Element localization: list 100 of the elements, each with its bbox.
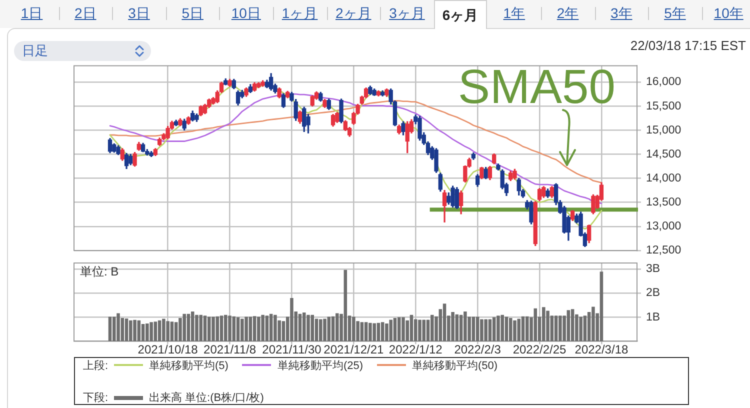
bar xyxy=(116,313,120,342)
dropdown: 日足 xyxy=(14,41,151,61)
bar xyxy=(372,323,376,342)
bar xyxy=(248,316,252,342)
bar xyxy=(534,308,538,342)
bar xyxy=(261,314,264,342)
x-tick-label: 2021/11/30 xyxy=(262,342,322,357)
bar xyxy=(112,316,116,342)
bar xyxy=(542,307,546,342)
text: 3ヶ月 xyxy=(389,5,425,21)
bar xyxy=(393,318,397,342)
bar xyxy=(430,314,434,342)
bar xyxy=(389,320,392,342)
y-tick-label: 3B xyxy=(646,263,660,276)
bar xyxy=(476,316,480,342)
x-tick-label: 2022/2/3 xyxy=(454,342,502,357)
bar xyxy=(150,322,153,342)
bar xyxy=(158,320,162,342)
bar xyxy=(166,321,170,342)
bar xyxy=(496,316,500,342)
legend-title: 下段: xyxy=(83,391,110,405)
legend-label: 出来高 単位:(B株/口/枚) xyxy=(149,390,264,405)
bar xyxy=(298,314,302,342)
bar xyxy=(174,322,178,342)
bar xyxy=(228,316,232,342)
bar xyxy=(600,272,604,342)
x-tick-label: 2022/3/18 xyxy=(574,342,628,357)
bar xyxy=(484,319,488,342)
bar xyxy=(133,320,136,342)
text: 5日 xyxy=(182,5,204,21)
bar xyxy=(310,314,314,342)
bar xyxy=(141,324,145,342)
y-tick-label: 15,500 xyxy=(646,100,682,112)
bar xyxy=(583,316,587,342)
bar xyxy=(376,322,380,342)
text: 1年 xyxy=(503,5,526,21)
bar xyxy=(331,316,335,342)
bar xyxy=(368,322,372,342)
x-tick-label: 2022/2/25 xyxy=(512,342,567,357)
bar xyxy=(186,314,190,342)
bar xyxy=(199,314,202,342)
bar xyxy=(464,312,467,342)
x-tick-label: 2021/10/18 xyxy=(138,342,198,357)
bar xyxy=(526,316,529,342)
legend-label: 単純移動平均(50) xyxy=(412,358,498,372)
bar xyxy=(472,316,476,342)
text: 5年 xyxy=(664,5,686,21)
y-tick-label: 2B xyxy=(646,287,660,300)
bar xyxy=(137,320,141,342)
text: 2年 xyxy=(556,5,579,21)
bar xyxy=(336,313,339,342)
bar xyxy=(570,309,574,342)
y-tick-label: 1B xyxy=(646,311,660,324)
bar xyxy=(244,316,248,342)
bar xyxy=(232,316,236,342)
bar xyxy=(265,316,269,342)
bar xyxy=(364,322,368,342)
bar xyxy=(124,318,128,342)
bar xyxy=(323,318,326,342)
x-tick-label: 2021/11/8 xyxy=(204,342,256,357)
bar xyxy=(290,298,294,342)
tab: 6ヶ月 xyxy=(434,0,487,29)
bar xyxy=(344,270,348,342)
y-tick-label: 13,500 xyxy=(646,196,682,209)
bar xyxy=(455,314,459,342)
text: 2日 xyxy=(74,5,96,21)
bar xyxy=(190,312,194,342)
bar xyxy=(240,318,244,342)
bar xyxy=(178,318,182,342)
legend-label: 単純移動平均(5) xyxy=(149,358,228,372)
text: 10日 xyxy=(231,5,261,21)
bar xyxy=(451,312,454,342)
bar xyxy=(282,321,286,342)
bar xyxy=(319,319,322,342)
bar xyxy=(480,319,484,342)
bar xyxy=(500,314,504,342)
bar xyxy=(302,312,306,342)
bar xyxy=(216,316,220,342)
bar xyxy=(257,316,260,342)
bar xyxy=(385,324,388,342)
bar xyxy=(129,320,132,342)
text: 1日 xyxy=(20,5,43,21)
bar xyxy=(314,318,318,342)
x-tick-label: 2021/12/21 xyxy=(324,342,384,357)
bar xyxy=(207,316,211,342)
bar xyxy=(592,306,595,342)
bar xyxy=(554,316,558,342)
bar xyxy=(517,318,520,342)
y-tick-label: 15,000 xyxy=(646,124,682,136)
bar xyxy=(410,314,414,342)
bar xyxy=(170,322,174,342)
bar xyxy=(488,319,492,342)
bar xyxy=(504,316,508,342)
bar xyxy=(274,314,277,342)
y-tick-label: 14,500 xyxy=(646,148,682,160)
bar xyxy=(269,314,273,342)
bar xyxy=(236,317,240,342)
text: 3日 xyxy=(128,5,150,21)
bar xyxy=(546,310,550,342)
bar xyxy=(459,314,463,342)
